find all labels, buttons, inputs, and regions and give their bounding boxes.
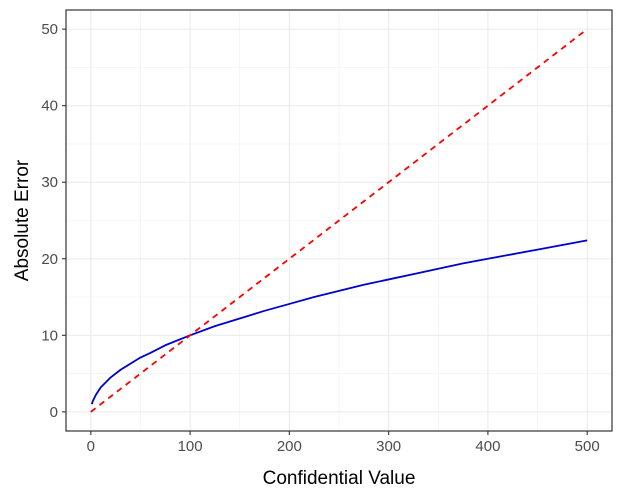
x-tick-label: 400 [475,438,500,455]
x-tick-label: 200 [277,438,302,455]
major-gridlines [66,10,612,431]
x-tick-label: 500 [575,438,600,455]
error-curve-line [90,239,588,405]
y-tick-label: 40 [41,98,58,115]
y-tick-label: 0 [50,404,58,421]
y-tick-label: 30 [41,174,58,191]
y-tick-label: 20 [41,251,58,268]
y-tick-label: 10 [41,327,58,344]
x-tick-label: 100 [178,438,203,455]
plot-panel-border [65,9,613,432]
x-tick-label: 300 [376,438,401,455]
axis-ticks: 0 100 200 300 400 500 0 10 20 30 40 50 [41,21,599,455]
x-axis-title: Confidential Value [263,468,416,489]
x-tick-label: 0 [87,438,95,455]
series-layer [90,28,588,413]
reference-line-dashed [90,28,588,413]
y-tick-label: 50 [41,21,58,38]
y-axis-title: Absolute Error [12,159,33,281]
